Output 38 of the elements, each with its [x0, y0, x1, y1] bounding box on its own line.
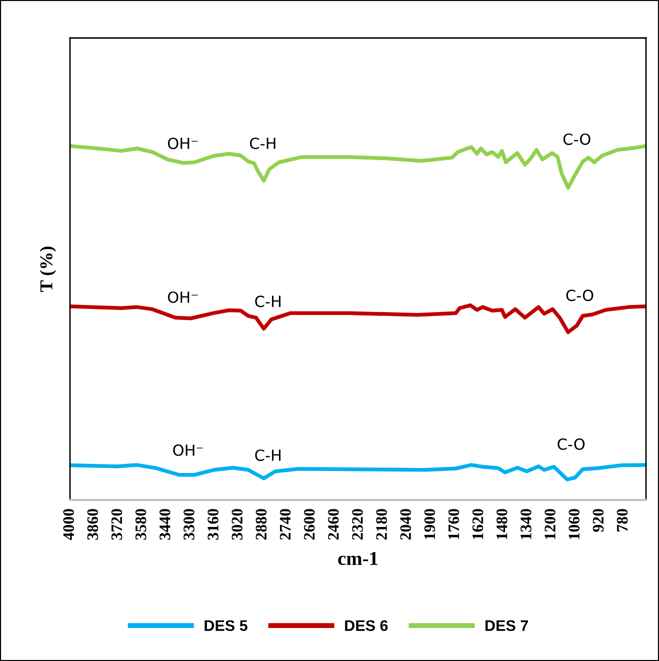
legend-label: DES 6	[345, 620, 388, 632]
x-tick-label: 3300	[184, 508, 194, 540]
x-tick-label: 2180	[376, 508, 387, 540]
x-tick-label: 1620	[472, 508, 484, 539]
annotation: OH⁻	[168, 138, 198, 150]
x-tick-label: 2740	[280, 508, 291, 540]
x-tick-label: 3020	[232, 508, 242, 540]
x-tick-label: 2040	[400, 508, 411, 540]
x-tick-label: 3720	[111, 508, 122, 540]
x-tick-label: 1200	[544, 508, 556, 539]
x-tick-label: 3440	[160, 508, 170, 540]
x-tick-label: 1340	[520, 508, 532, 539]
x-tick-label: 2460	[328, 508, 339, 540]
x-tick-label: 2600	[304, 508, 315, 540]
annotation: C-H	[255, 449, 280, 462]
x-tick-label: 3860	[87, 508, 98, 540]
x-axis-title: cm-1	[338, 552, 378, 566]
x-tick-label: 4000	[63, 508, 74, 540]
x-tick-label: 920	[592, 508, 604, 532]
annotation: C-O	[566, 290, 594, 302]
legend-label: DES 7	[486, 620, 528, 632]
legend-label: DES 5	[204, 620, 248, 632]
x-tick-label: 3160	[208, 508, 218, 540]
x-tick-label: 3580	[135, 508, 146, 540]
annotation: C-H	[255, 296, 280, 308]
x-tick-label: 2880	[256, 508, 267, 540]
x-tick-label: 780	[616, 508, 628, 532]
x-tick-label: 1900	[424, 508, 436, 539]
x-tick-label: 2320	[352, 508, 363, 540]
annotation: OH⁻	[168, 291, 198, 303]
text: C-O	[563, 133, 590, 145]
annotation: OH⁻	[173, 444, 203, 456]
annotation: C-O	[558, 438, 585, 450]
x-tick-label: 1760	[448, 508, 460, 539]
y-axis-title: T (%)	[40, 246, 56, 292]
x-tick-label: 1480	[496, 508, 508, 539]
annotation: C-H	[250, 138, 276, 150]
x-tick-label: 1060	[568, 508, 580, 539]
